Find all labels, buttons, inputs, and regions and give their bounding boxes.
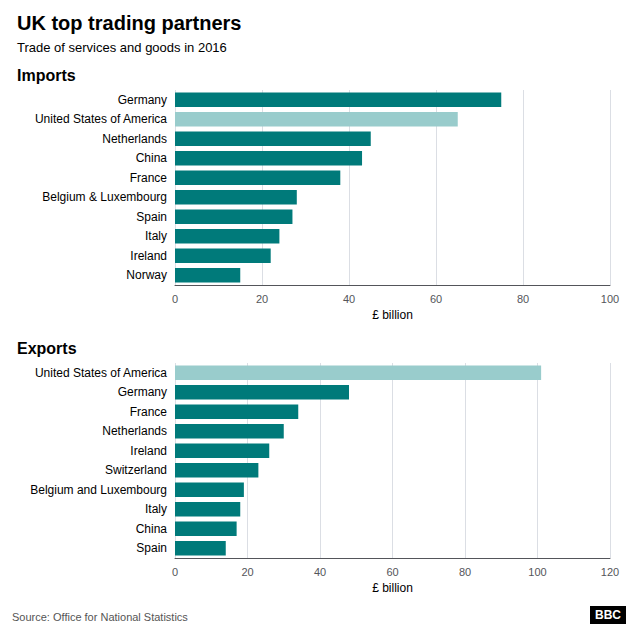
svg-text:Italy: Italy (145, 229, 167, 243)
svg-text:Belgium and Luxembourg: Belgium and Luxembourg (30, 483, 167, 497)
svg-text:France: France (130, 405, 168, 419)
svg-text:40: 40 (343, 293, 355, 305)
svg-text:100: 100 (528, 566, 546, 578)
svg-text:Source: Office for National St: Source: Office for National Statistics (12, 611, 188, 623)
svg-text:80: 80 (517, 293, 529, 305)
svg-text:Germany: Germany (118, 93, 167, 107)
svg-text:£ billion: £ billion (372, 308, 413, 322)
svg-text:Norway: Norway (126, 268, 167, 282)
svg-text:0: 0 (172, 293, 178, 305)
svg-text:100: 100 (601, 293, 619, 305)
svg-text:Exports: Exports (17, 340, 77, 357)
svg-text:China: China (136, 151, 168, 165)
svg-text:Spain: Spain (136, 541, 167, 555)
svg-text:UK top trading partners: UK top trading partners (17, 12, 241, 34)
svg-text:Trade of services and goods in: Trade of services and goods in 2016 (17, 40, 227, 55)
svg-text:United States of America: United States of America (35, 112, 167, 126)
svg-text:120: 120 (601, 566, 619, 578)
svg-text:0: 0 (172, 566, 178, 578)
svg-text:Netherlands: Netherlands (102, 132, 167, 146)
svg-text:40: 40 (314, 566, 326, 578)
svg-text:Belgium & Luxembourg: Belgium & Luxembourg (42, 190, 167, 204)
svg-text:China: China (136, 522, 168, 536)
svg-text:Imports: Imports (17, 67, 76, 84)
svg-text:£ billion: £ billion (372, 581, 413, 595)
svg-text:Spain: Spain (136, 210, 167, 224)
svg-text:60: 60 (386, 566, 398, 578)
svg-text:Ireland: Ireland (130, 249, 167, 263)
svg-text:Netherlands: Netherlands (102, 424, 167, 438)
svg-text:80: 80 (459, 566, 471, 578)
svg-text:20: 20 (256, 293, 268, 305)
svg-text:Switzerland: Switzerland (105, 463, 167, 477)
svg-text:Germany: Germany (118, 385, 167, 399)
svg-text:Ireland: Ireland (130, 444, 167, 458)
svg-text:France: France (130, 171, 168, 185)
svg-text:Italy: Italy (145, 502, 167, 516)
svg-text:60: 60 (430, 293, 442, 305)
svg-text:BBC: BBC (595, 608, 621, 622)
svg-text:United States of America: United States of America (35, 366, 167, 380)
svg-text:20: 20 (241, 566, 253, 578)
